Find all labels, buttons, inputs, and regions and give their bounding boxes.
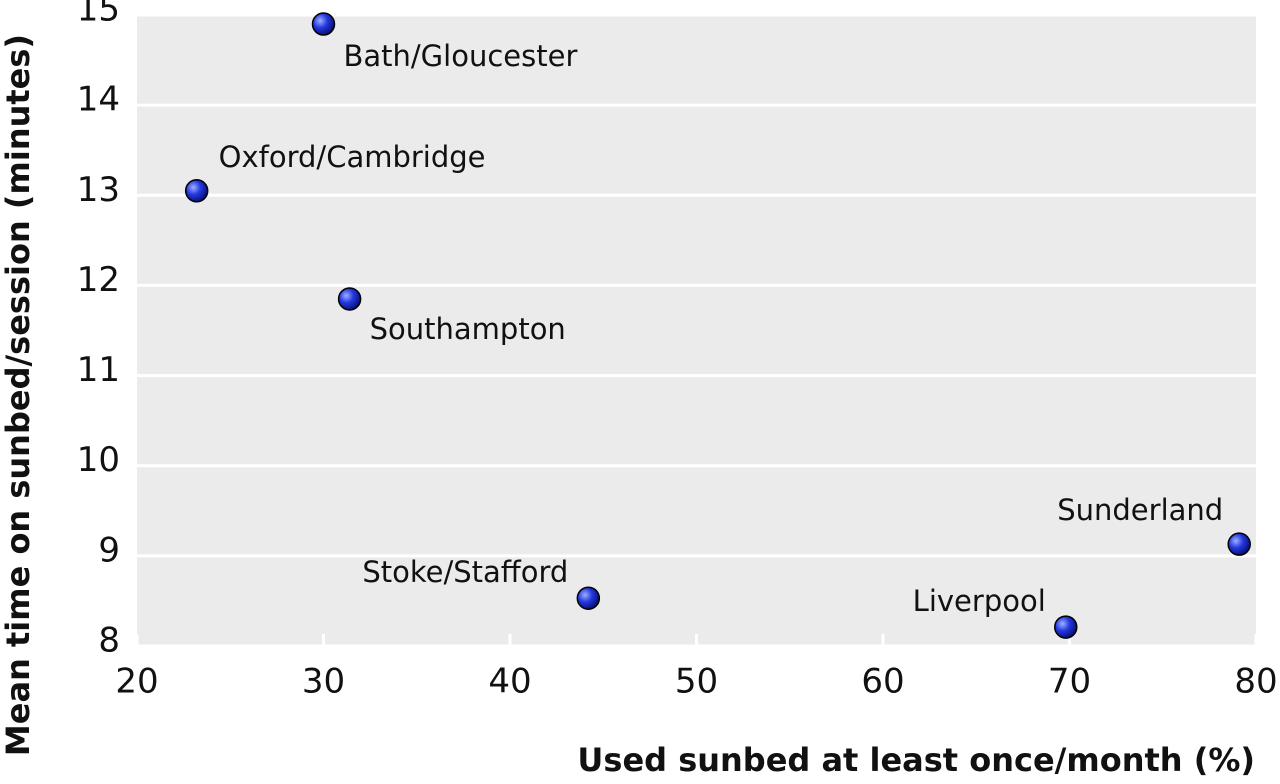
point bbox=[337, 287, 362, 311]
y-tick-label: 14 bbox=[77, 80, 120, 120]
y-tick-label: 9 bbox=[98, 530, 120, 570]
point-label: Bath/Gloucester bbox=[344, 39, 578, 73]
y-tick-label: 15 bbox=[77, 0, 120, 30]
x-tick-label: 20 bbox=[115, 662, 158, 702]
point-label: Liverpool bbox=[913, 584, 1046, 618]
point bbox=[184, 179, 209, 203]
y-axis-title: Mean time on sunbed/session (minutes) bbox=[0, 34, 37, 756]
y-tick-label: 13 bbox=[77, 170, 120, 210]
plot-area bbox=[137, 15, 1256, 646]
point-label: Oxford/Cambridge bbox=[219, 140, 486, 174]
point bbox=[1054, 615, 1078, 639]
point-label: Sunderland bbox=[1057, 493, 1223, 527]
x-tick-label: 40 bbox=[488, 662, 531, 702]
point-label: Stoke/Stafford bbox=[362, 555, 568, 589]
x-axis-title: Used sunbed at least once/month (%) bbox=[577, 741, 1255, 779]
y-tick-label: 8 bbox=[98, 621, 120, 661]
point bbox=[311, 12, 336, 36]
y-tick-label: 12 bbox=[77, 260, 120, 300]
x-tick-label: 30 bbox=[302, 662, 345, 702]
x-tick-label: 70 bbox=[1048, 662, 1091, 702]
x-tick-label: 60 bbox=[861, 662, 904, 702]
x-tick-label: 50 bbox=[675, 662, 718, 702]
point bbox=[576, 586, 601, 610]
y-tick-label: 11 bbox=[77, 350, 120, 390]
point-label: Southampton bbox=[370, 312, 566, 346]
point bbox=[1227, 532, 1251, 556]
y-tick-label: 10 bbox=[77, 440, 120, 480]
x-tick-label: 80 bbox=[1234, 662, 1277, 702]
